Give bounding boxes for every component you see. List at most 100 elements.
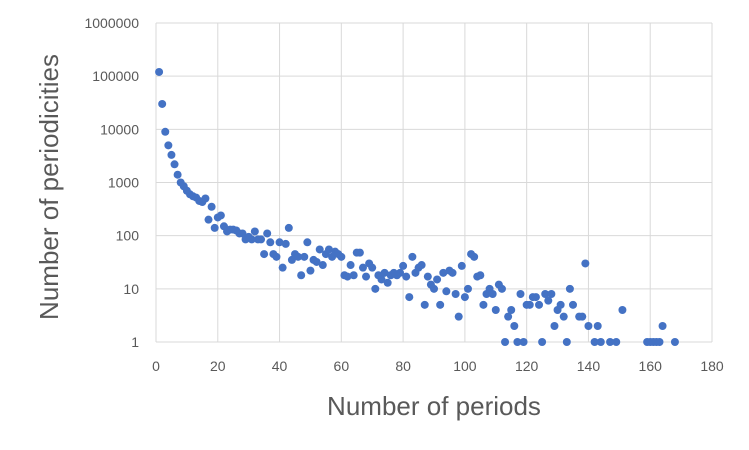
data-point	[606, 338, 615, 346]
data-point	[618, 305, 627, 314]
x-tick-label: 100	[453, 358, 477, 374]
data-point	[547, 289, 556, 298]
data-point	[216, 211, 225, 220]
y-tick-label: 10000	[100, 121, 139, 137]
data-point	[349, 271, 358, 280]
x-tick-label: 160	[639, 358, 663, 374]
data-point	[358, 263, 367, 272]
data-point	[535, 300, 544, 309]
data-point	[210, 223, 219, 232]
data-point	[470, 252, 479, 261]
y-axis-ticks: 1 10 100 1000 10000 100000 1000000	[84, 15, 139, 350]
data-point	[250, 227, 259, 236]
data-point	[658, 321, 667, 330]
data-point	[355, 248, 364, 257]
data-point	[581, 259, 590, 268]
data-point	[170, 160, 179, 169]
data-point	[430, 284, 438, 293]
data-point	[531, 293, 540, 302]
data-point	[371, 284, 380, 293]
data-point	[260, 250, 269, 259]
x-tick-label: 180	[700, 358, 724, 374]
data-point	[399, 261, 408, 270]
x-tick-label: 120	[515, 358, 539, 374]
x-axis-title: Number of periods	[327, 391, 541, 421]
data-point	[167, 150, 176, 159]
data-point	[479, 300, 488, 309]
x-tick-label: 0	[152, 358, 160, 374]
x-axis-ticks: 0 20 40 60 80 100 120 140 160 180	[152, 358, 724, 374]
y-axis-title: Number of periodicities	[34, 54, 64, 320]
y-tick-label: 1	[131, 334, 139, 350]
data-point	[303, 238, 312, 247]
data-point	[612, 338, 621, 346]
data-point	[281, 239, 290, 248]
data-point	[300, 252, 309, 261]
data-point	[377, 275, 386, 284]
data-point	[578, 312, 587, 321]
data-point	[596, 338, 605, 346]
data-point	[501, 338, 510, 346]
data-point	[510, 321, 519, 330]
data-point	[315, 245, 324, 254]
data-point	[538, 338, 547, 346]
data-point	[488, 289, 497, 298]
data-point	[491, 305, 500, 314]
data-point	[513, 338, 522, 346]
data-point	[161, 127, 170, 136]
data-point	[402, 272, 411, 281]
data-point	[442, 287, 451, 296]
data-point	[562, 338, 571, 346]
data-points	[155, 67, 679, 346]
data-point	[278, 263, 287, 272]
data-point	[324, 245, 333, 254]
data-point	[463, 284, 472, 293]
data-point	[584, 321, 593, 330]
data-point	[565, 284, 574, 293]
data-point	[436, 300, 445, 309]
data-point	[284, 223, 293, 232]
data-point	[306, 266, 315, 275]
data-point	[451, 289, 460, 298]
data-point	[173, 170, 182, 179]
data-point	[318, 261, 327, 270]
data-point	[433, 275, 442, 284]
data-point	[238, 229, 247, 238]
data-point	[454, 312, 463, 321]
data-point	[541, 289, 550, 298]
data-point	[497, 284, 506, 293]
y-tick-label: 10	[123, 281, 139, 297]
data-point	[670, 338, 679, 346]
x-tick-label: 40	[272, 358, 288, 374]
data-point	[417, 261, 426, 270]
x-tick-label: 140	[577, 358, 601, 374]
data-point	[556, 300, 565, 309]
data-point	[569, 300, 577, 309]
data-point	[544, 296, 553, 305]
data-point	[476, 271, 485, 280]
y-tick-label: 100	[116, 228, 140, 244]
x-tick-label: 80	[395, 358, 411, 374]
data-point	[247, 235, 256, 244]
data-point	[312, 257, 321, 266]
y-tick-label: 1000000	[84, 15, 139, 31]
data-point	[263, 229, 272, 238]
data-point	[525, 300, 534, 309]
data-point	[448, 268, 457, 277]
data-point	[164, 141, 173, 150]
data-point	[460, 293, 469, 302]
data-point	[655, 338, 664, 346]
data-point	[457, 261, 466, 270]
data-point	[516, 289, 525, 298]
data-point	[590, 338, 599, 346]
data-point	[207, 202, 216, 211]
data-point	[420, 300, 429, 309]
data-point	[201, 194, 210, 203]
data-point	[266, 238, 275, 247]
data-point	[204, 215, 213, 224]
data-point	[155, 67, 164, 76]
data-point	[519, 338, 528, 346]
